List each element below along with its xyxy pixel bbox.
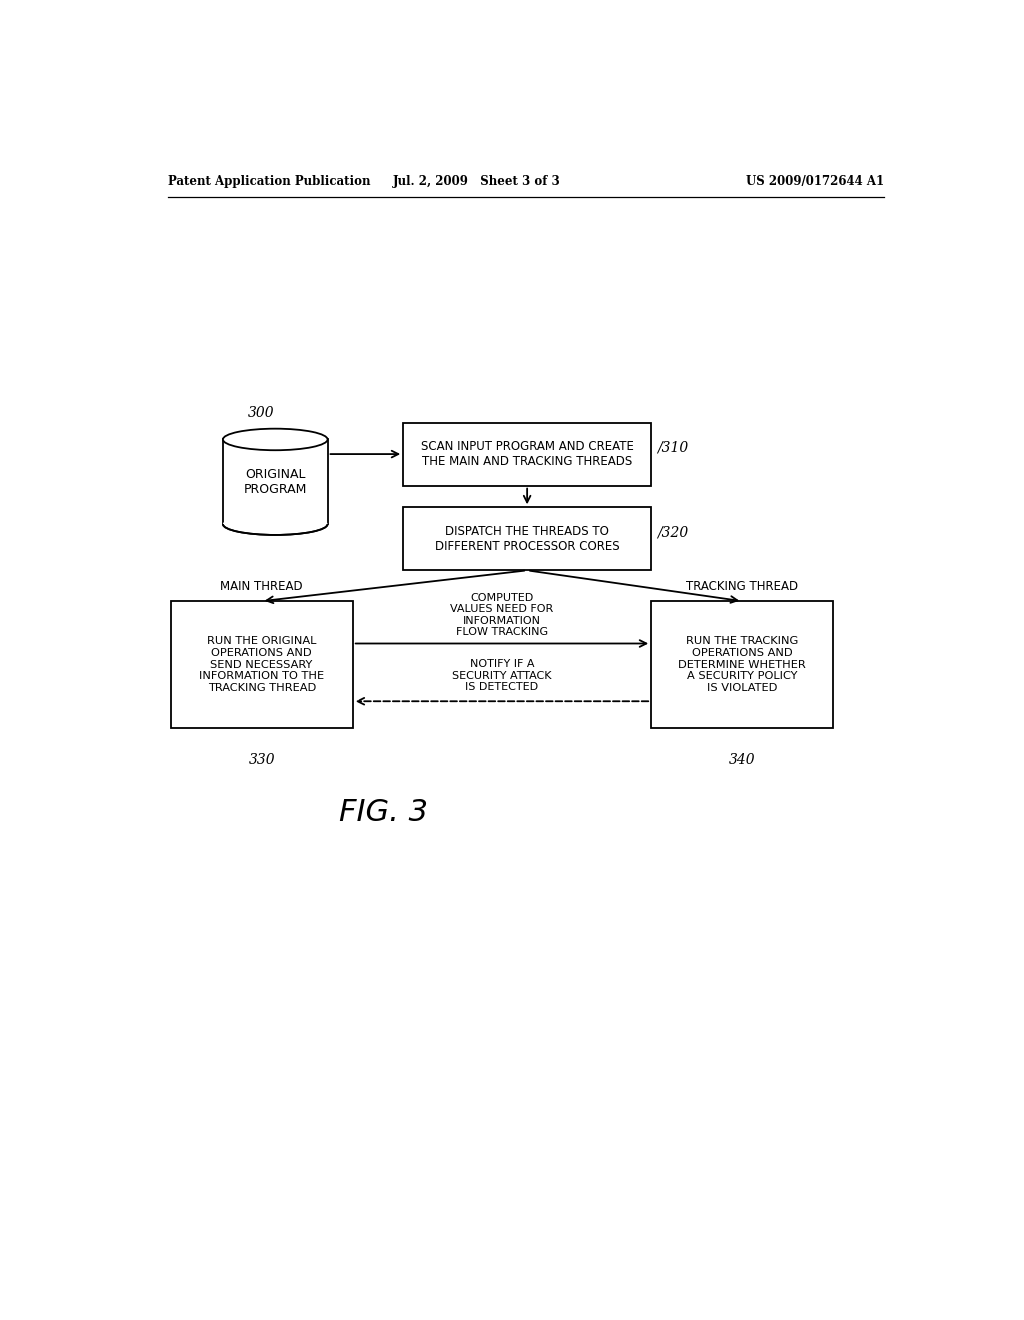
Text: NOTIFY IF A
SECURITY ATTACK
IS DETECTED: NOTIFY IF A SECURITY ATTACK IS DETECTED — [453, 659, 552, 693]
Text: SCAN INPUT PROGRAM AND CREATE
THE MAIN AND TRACKING THREADS: SCAN INPUT PROGRAM AND CREATE THE MAIN A… — [421, 440, 634, 469]
Text: 330: 330 — [249, 752, 275, 767]
Text: Jul. 2, 2009   Sheet 3 of 3: Jul. 2, 2009 Sheet 3 of 3 — [393, 176, 560, 187]
Bar — [223, 440, 328, 524]
FancyBboxPatch shape — [171, 601, 352, 729]
Text: US 2009/0172644 A1: US 2009/0172644 A1 — [745, 176, 884, 187]
Text: RUN THE ORIGINAL
OPERATIONS AND
SEND NECESSARY
INFORMATION TO THE
TRACKING THREA: RUN THE ORIGINAL OPERATIONS AND SEND NEC… — [199, 636, 325, 693]
Ellipse shape — [223, 429, 328, 450]
FancyBboxPatch shape — [403, 422, 651, 486]
Text: TRACKING THREAD: TRACKING THREAD — [686, 581, 799, 594]
Text: DISPATCH THE THREADS TO
DIFFERENT PROCESSOR CORES: DISPATCH THE THREADS TO DIFFERENT PROCES… — [435, 525, 620, 553]
FancyBboxPatch shape — [651, 601, 834, 729]
Ellipse shape — [223, 513, 328, 535]
Text: RUN THE TRACKING
OPERATIONS AND
DETERMINE WHETHER
A SECURITY POLICY
IS VIOLATED: RUN THE TRACKING OPERATIONS AND DETERMIN… — [678, 636, 806, 693]
FancyBboxPatch shape — [403, 507, 651, 570]
Text: MAIN THREAD: MAIN THREAD — [220, 581, 303, 594]
Text: /310: /310 — [657, 441, 688, 455]
Text: FIG. 3: FIG. 3 — [339, 799, 428, 828]
Text: Patent Application Publication: Patent Application Publication — [168, 176, 371, 187]
Text: ORIGINAL
PROGRAM: ORIGINAL PROGRAM — [244, 467, 307, 496]
Text: /320: /320 — [657, 525, 688, 540]
Text: 340: 340 — [729, 752, 756, 767]
Text: COMPUTED
VALUES NEED FOR
INFORMATION
FLOW TRACKING: COMPUTED VALUES NEED FOR INFORMATION FLO… — [451, 593, 554, 638]
Text: 300: 300 — [248, 407, 274, 420]
